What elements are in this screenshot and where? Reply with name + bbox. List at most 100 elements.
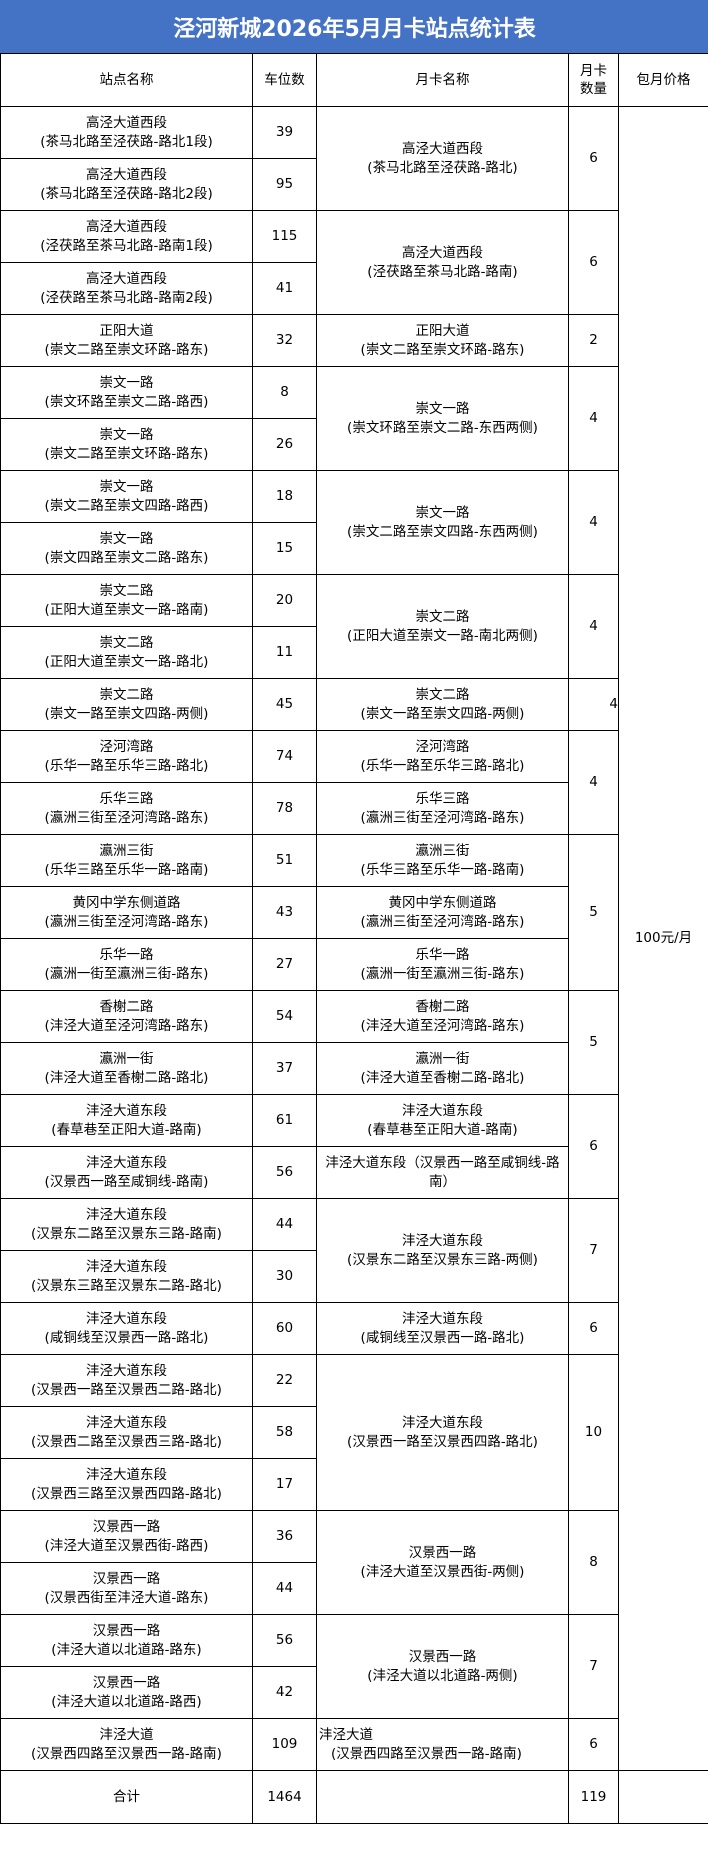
cell-name: 汉景西一路 — [92, 1518, 161, 1535]
cell-name: 高泾大道西段 — [402, 140, 483, 157]
station-name-cell: 瀛洲三街 (乐华三路至乐华一路-路南) — [0, 834, 253, 887]
card-name-cell: 崇文一路 (崇文二路至崇文四路-东西两侧) — [316, 470, 569, 575]
spaces-cell: 20 — [252, 574, 317, 627]
spaces-cell: 56 — [252, 1146, 317, 1199]
station-table: 站点名称 车位数 月卡名称 月卡 数量 包月价格 高泾大道西段 (茶马北路至泾茯路-… — [0, 53, 708, 1824]
cell-name: 崇文二路 — [99, 686, 154, 703]
card-name-cell: 正阳大道 (崇文二路至崇文环路-路东) — [316, 314, 569, 367]
cell-range: (正阳大道至崇文一路-南北两侧) — [347, 627, 538, 644]
cell-range: (茶马北路至泾茯路-路北) — [367, 159, 518, 176]
spaces-cell: 27 — [252, 938, 317, 991]
card-name-cell: 汉景西一路 (沣泾大道至汉景西街-两侧) — [316, 1510, 569, 1615]
cell-range: (崇文二路至崇文环路-路东) — [44, 445, 209, 462]
cell-range: (汉景东二路至汉景东三路-路南) — [31, 1225, 222, 1242]
cell-name: 沣泾大道东段 — [402, 1414, 483, 1431]
station-name-cell: 乐华三路 (瀛洲三街至泾河湾路-路东) — [0, 782, 253, 835]
header-count-line2: 数量 — [580, 81, 607, 97]
station-name-cell: 沣泾大道东段 (汉景西一路至汉景西二路-路北) — [0, 1354, 253, 1407]
table-row: 高泾大道西段 (泾茯路至茶马北路-路南2段) 41 — [0, 262, 708, 315]
card-name-cell: 泾河湾路 (乐华一路至乐华三路-路北) — [316, 730, 569, 783]
cell-name: 沣泾大道东段 — [402, 1310, 483, 1327]
page-title: 泾河新城2026年5月月卡站点统计表 — [0, 0, 708, 53]
table-row: 沣泾大道东段 (汉景西三路至汉景西四路-路北) 17 — [0, 1458, 708, 1511]
cell-name: 崇文一路 — [99, 374, 154, 391]
cell-name: 瀛洲一街 — [415, 1050, 470, 1067]
cell-range: (沣泾大道至汉景西街-路西) — [44, 1537, 209, 1554]
spaces-cell: 37 — [252, 1042, 317, 1095]
cell-range: (瀛洲一街至瀛洲三街-路东) — [360, 965, 525, 982]
cell-range: (春草巷至正阳大道-路南) — [367, 1121, 518, 1138]
total-row: 合计 1464 119 — [0, 1770, 708, 1824]
cell-range: (崇文环路至崇文二路-路西) — [44, 393, 209, 410]
cell-name: 乐华一路 — [415, 946, 470, 963]
card-count-cell: 7 — [568, 1198, 619, 1303]
card-count-cell: 5 — [568, 990, 619, 1095]
cell-name: 沣泾大道东段（汉景西一路至咸铜线-路南） — [325, 1154, 560, 1190]
cell-name: 高泾大道西段 — [86, 270, 167, 287]
cell-name: 瀛洲三街 — [415, 842, 470, 859]
table-row: 乐华三路 (瀛洲三街至泾河湾路-路东) 78 乐华三路 (瀛洲三街至泾河湾路-路东) — [0, 782, 708, 835]
card-name-cell: 乐华三路 (瀛洲三街至泾河湾路-路东) — [316, 782, 569, 835]
table-row: 沣泾大道东段 (汉景西一路至汉景西二路-路北) 22 沣泾大道东段 (汉景西一路至汉景西… — [0, 1354, 708, 1511]
cell-range: (汉景西一路至汉景西四路-路北) — [347, 1433, 538, 1450]
cell-range: (泾茯路至茶马北路-路南2段) — [40, 289, 213, 306]
cell-name: 沣泾大道东段 — [86, 1102, 167, 1119]
table-row: 崇文一路 (崇文环路至崇文二路-路西) 8 崇文一路 (崇文环路至崇文二路-东西两侧) 4 — [0, 366, 708, 471]
cell-range: (咸铜线至汉景西一路-路北) — [44, 1329, 209, 1346]
total-card-empty — [316, 1770, 569, 1824]
header-count-line1: 月卡 — [580, 63, 607, 79]
header-card: 月卡名称 — [316, 53, 569, 107]
cell-name: 崇文一路 — [99, 478, 154, 495]
card-count-cell: 6 — [568, 210, 619, 315]
cell-name: 汉景西一路 — [92, 1622, 161, 1639]
table-row: 黄冈中学东侧道路 (瀛洲三街至泾河湾路-路东) 43 黄冈中学东侧道路 (瀛洲三街至泾河… — [0, 886, 708, 939]
table-row: 泾河湾路 (乐华一路至乐华三路-路北) 74 泾河湾路 (乐华一路至乐华三路-路北) 4 — [0, 730, 708, 835]
cell-range: (乐华一路至乐华三路-路北) — [360, 757, 525, 774]
station-name-cell: 高泾大道西段 (茶马北路至泾茯路-路北1段) — [0, 106, 253, 159]
station-name-cell: 沣泾大道东段 (春草巷至正阳大道-路南) — [0, 1094, 253, 1147]
station-name-cell: 泾河湾路 (乐华一路至乐华三路-路北) — [0, 730, 253, 783]
cell-name: 沣泾大道东段 — [86, 1206, 167, 1223]
header-spaces: 车位数 — [252, 53, 317, 107]
station-name-cell: 汉景西一路 (沣泾大道至汉景西街-路西) — [0, 1510, 253, 1563]
cell-range: (汉景西一路至汉景西二路-路北) — [31, 1381, 222, 1398]
header-count: 月卡 数量 — [568, 53, 619, 107]
cell-name: 瀛洲三街 — [99, 842, 154, 859]
station-name-cell: 崇文一路 (崇文环路至崇文二路-路西) — [0, 366, 253, 419]
spaces-cell: 22 — [252, 1354, 317, 1407]
table-row: 沣泾大道东段 (汉景西二路至汉景西三路-路北) 58 — [0, 1406, 708, 1459]
cell-name: 崇文二路 — [99, 582, 154, 599]
total-spaces: 1464 — [252, 1770, 317, 1824]
cell-name: 汉景西一路 — [408, 1544, 477, 1561]
cell-range: (瀛洲三街至泾河湾路-路东) — [360, 809, 525, 826]
station-name-cell: 沣泾大道东段 (汉景东三路至汉景东二路-路北) — [0, 1250, 253, 1303]
cell-range: (正阳大道至崇文一路-路南) — [44, 601, 209, 618]
cell-range: (乐华三路至乐华一路-路南) — [44, 861, 209, 878]
cell-range: (崇文二路至崇文四路-路西) — [44, 497, 209, 514]
spaces-cell: 42 — [252, 1666, 317, 1719]
card-name-cell: 瀛洲一街 (沣泾大道至香榭二路-路北) — [316, 1042, 569, 1095]
table-row: 汉景西一路 (沣泾大道以北道路-路东) 56 汉景西一路 (沣泾大道以北道路-两侧) 7 — [0, 1614, 708, 1719]
cell-range: (崇文环路至崇文二路-东西两侧) — [347, 419, 538, 436]
spaces-cell: 36 — [252, 1510, 317, 1563]
station-name-cell: 沣泾大道 (汉景西四路至汉景西一路-路南) — [0, 1718, 253, 1771]
table-row: 汉景西一路 (沣泾大道以北道路-路西) 42 — [0, 1666, 708, 1719]
table-row: 沣泾大道东段 (汉景东二路至汉景东三路-路南) 44 沣泾大道东段 (汉景东二路至汉景东… — [0, 1198, 708, 1303]
table-row: 瀛洲一街 (沣泾大道至香榭二路-路北) 37 瀛洲一街 (沣泾大道至香榭二路-路北) — [0, 1042, 708, 1095]
spaces-cell: 11 — [252, 626, 317, 679]
station-name-cell: 崇文二路 (正阳大道至崇文一路-路南) — [0, 574, 253, 627]
cell-name: 瀛洲一街 — [99, 1050, 154, 1067]
station-name-cell: 汉景西一路 (沣泾大道以北道路-路东) — [0, 1614, 253, 1667]
spaces-cell: 74 — [252, 730, 317, 783]
total-count: 119 — [568, 1770, 619, 1824]
total-label: 合计 — [0, 1770, 253, 1824]
header-row: 站点名称 车位数 月卡名称 月卡 数量 包月价格 — [0, 53, 708, 107]
cell-range: (沣泾大道以北道路-路西) — [51, 1693, 202, 1710]
spaces-cell: 17 — [252, 1458, 317, 1511]
cell-range: (瀛洲三街至泾河湾路-路东) — [360, 913, 525, 930]
spaces-cell: 44 — [252, 1198, 317, 1251]
cell-name: 高泾大道西段 — [402, 244, 483, 261]
station-name-cell: 乐华一路 (瀛洲一街至瀛洲三街-路东) — [0, 938, 253, 991]
card-name-cell: 沣泾大道东段 (咸铜线至汉景西一路-路北) — [316, 1302, 569, 1355]
cell-name: 崇文二路 — [415, 686, 470, 703]
